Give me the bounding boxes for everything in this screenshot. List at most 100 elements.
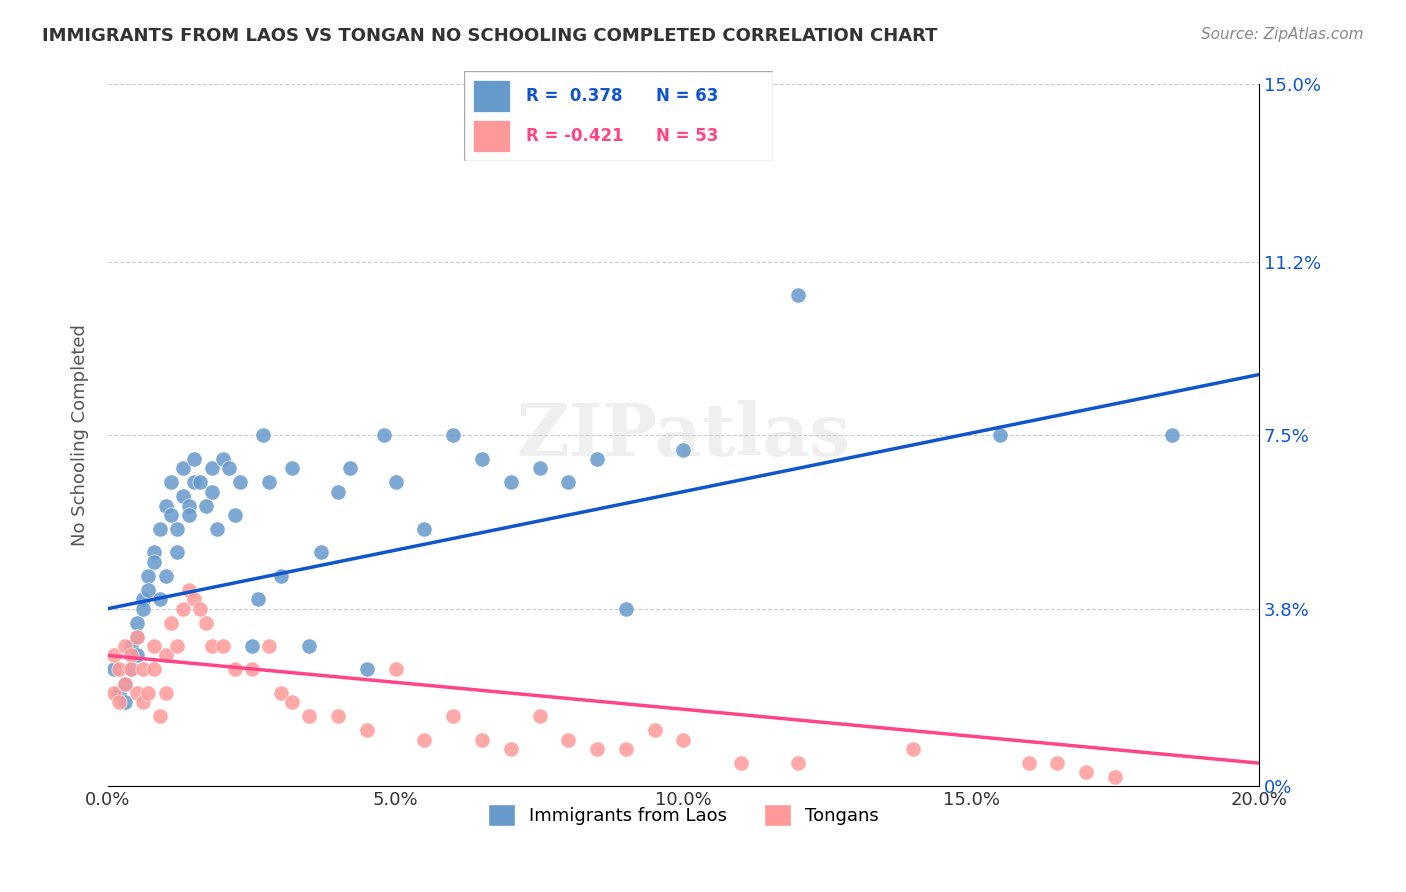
Point <box>149 592 172 607</box>
Point <box>155 686 177 700</box>
Point <box>136 686 159 700</box>
Point <box>166 522 188 536</box>
Point <box>155 499 177 513</box>
Point <box>644 723 666 738</box>
Point <box>177 499 200 513</box>
Point <box>177 582 200 597</box>
Point <box>1046 756 1069 770</box>
Point <box>212 639 235 653</box>
Point <box>586 451 609 466</box>
Text: N = 63: N = 63 <box>655 87 718 105</box>
Point <box>471 732 494 747</box>
Point <box>194 615 217 630</box>
Point <box>356 663 378 677</box>
Point <box>200 484 222 499</box>
Point <box>413 522 436 536</box>
Point <box>240 639 263 653</box>
Point <box>252 428 274 442</box>
Text: IMMIGRANTS FROM LAOS VS TONGAN NO SCHOOLING COMPLETED CORRELATION CHART: IMMIGRANTS FROM LAOS VS TONGAN NO SCHOOL… <box>42 27 938 45</box>
Legend: Immigrants from Laos, Tongans: Immigrants from Laos, Tongans <box>481 797 886 834</box>
Point <box>125 615 148 630</box>
Y-axis label: No Schooling Completed: No Schooling Completed <box>72 325 89 547</box>
Point <box>188 475 211 490</box>
Point <box>131 601 153 615</box>
Point <box>384 663 406 677</box>
Point <box>143 663 166 677</box>
FancyBboxPatch shape <box>464 71 773 161</box>
Point <box>246 592 269 607</box>
Point <box>114 639 136 653</box>
Point <box>339 461 361 475</box>
Point <box>298 709 321 723</box>
Point <box>166 545 188 559</box>
Point <box>125 630 148 644</box>
Text: Source: ZipAtlas.com: Source: ZipAtlas.com <box>1201 27 1364 42</box>
Point <box>155 569 177 583</box>
Point <box>131 695 153 709</box>
Point <box>114 695 136 709</box>
Point <box>103 663 125 677</box>
Point <box>212 451 235 466</box>
Point <box>441 428 464 442</box>
Point <box>614 601 637 615</box>
Point <box>183 475 205 490</box>
Point <box>125 686 148 700</box>
Point <box>120 639 142 653</box>
Point <box>499 742 522 756</box>
Point <box>131 663 153 677</box>
Point <box>160 475 183 490</box>
Point <box>529 709 551 723</box>
Point <box>309 545 332 559</box>
Point <box>120 663 142 677</box>
Point <box>200 461 222 475</box>
Point <box>1161 428 1184 442</box>
Point <box>166 639 188 653</box>
Point <box>149 522 172 536</box>
Point <box>281 695 304 709</box>
Point <box>787 288 810 302</box>
Point <box>326 709 349 723</box>
Point <box>120 648 142 663</box>
Point <box>108 686 131 700</box>
Point <box>183 451 205 466</box>
Point <box>672 442 695 457</box>
Point <box>149 709 172 723</box>
Bar <box>474 120 510 152</box>
Point <box>257 475 280 490</box>
Point <box>207 522 229 536</box>
Point <box>281 461 304 475</box>
Point <box>183 592 205 607</box>
Point <box>441 709 464 723</box>
Point <box>471 451 494 466</box>
Point <box>188 601 211 615</box>
Point <box>384 475 406 490</box>
Point <box>200 639 222 653</box>
Point <box>131 592 153 607</box>
Point <box>298 639 321 653</box>
Point <box>172 601 194 615</box>
Point <box>218 461 240 475</box>
Text: N = 53: N = 53 <box>655 128 718 145</box>
Point <box>143 545 166 559</box>
Point <box>373 428 395 442</box>
Point <box>160 508 183 522</box>
Point <box>557 732 579 747</box>
Point <box>326 484 349 499</box>
Point <box>224 663 246 677</box>
Point <box>136 582 159 597</box>
Text: ZIPatlas: ZIPatlas <box>516 400 851 471</box>
Point <box>614 742 637 756</box>
Point <box>114 676 136 690</box>
Point <box>143 555 166 569</box>
Point <box>1104 770 1126 784</box>
Point <box>270 569 292 583</box>
Point <box>356 723 378 738</box>
Point <box>1074 765 1097 780</box>
Point <box>172 461 194 475</box>
Point <box>903 742 925 756</box>
Point <box>787 756 810 770</box>
Point <box>730 756 752 770</box>
Point <box>672 732 695 747</box>
Point <box>125 630 148 644</box>
Point <box>120 663 142 677</box>
